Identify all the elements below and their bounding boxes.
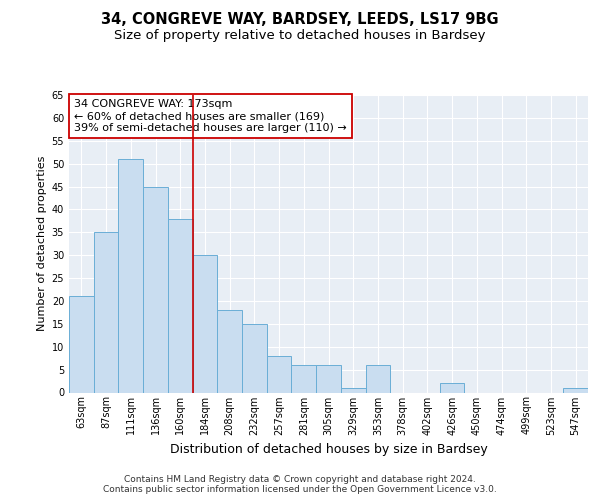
Bar [563, 388, 588, 392]
Text: Contains HM Land Registry data © Crown copyright and database right 2024.: Contains HM Land Registry data © Crown c… [124, 474, 476, 484]
X-axis label: Distribution of detached houses by size in Bardsey: Distribution of detached houses by size … [170, 443, 487, 456]
Bar [94, 232, 118, 392]
Bar [316, 365, 341, 392]
Bar [118, 159, 143, 392]
Text: Size of property relative to detached houses in Bardsey: Size of property relative to detached ho… [114, 28, 486, 42]
Text: 34, CONGREVE WAY, BARDSEY, LEEDS, LS17 9BG: 34, CONGREVE WAY, BARDSEY, LEEDS, LS17 9… [101, 12, 499, 28]
Bar [365, 365, 390, 392]
Bar [168, 218, 193, 392]
Text: Contains public sector information licensed under the Open Government Licence v3: Contains public sector information licen… [103, 484, 497, 494]
Bar [143, 186, 168, 392]
Text: 34 CONGREVE WAY: 173sqm
← 60% of detached houses are smaller (169)
39% of semi-d: 34 CONGREVE WAY: 173sqm ← 60% of detache… [74, 100, 347, 132]
Bar [69, 296, 94, 392]
Bar [341, 388, 365, 392]
Bar [193, 255, 217, 392]
Bar [217, 310, 242, 392]
Bar [440, 384, 464, 392]
Bar [292, 365, 316, 392]
Y-axis label: Number of detached properties: Number of detached properties [37, 156, 47, 332]
Bar [267, 356, 292, 393]
Bar [242, 324, 267, 392]
